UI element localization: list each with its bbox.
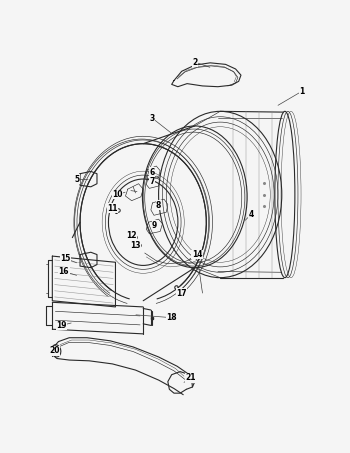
Text: 2: 2 — [192, 58, 197, 67]
Text: 6: 6 — [150, 168, 155, 177]
Text: 20: 20 — [49, 346, 60, 355]
Text: 9: 9 — [152, 221, 158, 230]
Text: 13: 13 — [130, 241, 141, 250]
Text: 18: 18 — [166, 313, 177, 322]
Text: 14: 14 — [192, 250, 202, 259]
Text: 7: 7 — [150, 177, 155, 186]
Text: 12: 12 — [126, 231, 137, 240]
Text: 10: 10 — [113, 190, 123, 199]
Text: 11: 11 — [107, 204, 118, 213]
Text: 19: 19 — [56, 321, 67, 330]
Text: 3: 3 — [150, 114, 155, 123]
Text: 8: 8 — [156, 201, 161, 210]
Text: 21: 21 — [186, 373, 196, 382]
Text: 5: 5 — [75, 174, 79, 183]
Text: 1: 1 — [299, 87, 304, 96]
Text: 4: 4 — [248, 210, 254, 219]
Text: 15: 15 — [60, 254, 71, 263]
Text: 16: 16 — [59, 267, 69, 276]
Text: 17: 17 — [176, 289, 187, 298]
